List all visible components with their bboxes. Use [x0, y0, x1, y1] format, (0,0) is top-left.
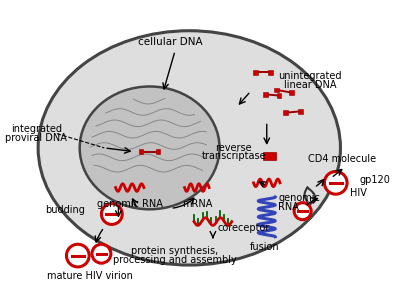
Circle shape — [66, 244, 89, 267]
Text: HIV: HIV — [350, 188, 367, 198]
Bar — [156, 149, 160, 154]
Text: CD4 molecule: CD4 molecule — [308, 154, 376, 164]
Bar — [289, 90, 293, 95]
Text: processing and assembly: processing and assembly — [113, 255, 237, 265]
Text: protein synthesis,: protein synthesis, — [132, 246, 219, 256]
Text: genomic RNA: genomic RNA — [97, 199, 163, 209]
Text: cellular DNA: cellular DNA — [138, 37, 203, 47]
Text: gp120: gp120 — [359, 175, 390, 185]
Circle shape — [294, 203, 311, 220]
Text: RNA: RNA — [278, 202, 299, 212]
Circle shape — [324, 171, 347, 194]
Bar — [263, 92, 268, 97]
Bar — [274, 88, 279, 92]
Text: reverse: reverse — [215, 143, 252, 153]
Bar — [283, 110, 288, 115]
Text: integrated: integrated — [11, 124, 62, 134]
Text: mature HIV virion: mature HIV virion — [47, 271, 133, 281]
Text: genomic: genomic — [278, 193, 320, 203]
Ellipse shape — [80, 86, 220, 209]
Circle shape — [102, 204, 122, 225]
Bar — [253, 70, 258, 75]
Text: coreceptor: coreceptor — [218, 223, 270, 234]
Text: linear DNA: linear DNA — [284, 80, 337, 90]
Bar — [263, 152, 276, 160]
Ellipse shape — [38, 31, 340, 265]
Text: transcriptase: transcriptase — [201, 151, 266, 161]
Bar — [298, 109, 303, 114]
Bar — [276, 93, 281, 98]
Bar — [268, 70, 273, 75]
Text: budding: budding — [45, 205, 85, 215]
Text: unintegrated: unintegrated — [278, 71, 342, 81]
Text: mRNA: mRNA — [182, 199, 212, 209]
Bar — [139, 149, 143, 154]
Text: proviral DNA: proviral DNA — [5, 133, 67, 143]
Circle shape — [92, 244, 111, 263]
Text: fusion: fusion — [250, 242, 280, 252]
